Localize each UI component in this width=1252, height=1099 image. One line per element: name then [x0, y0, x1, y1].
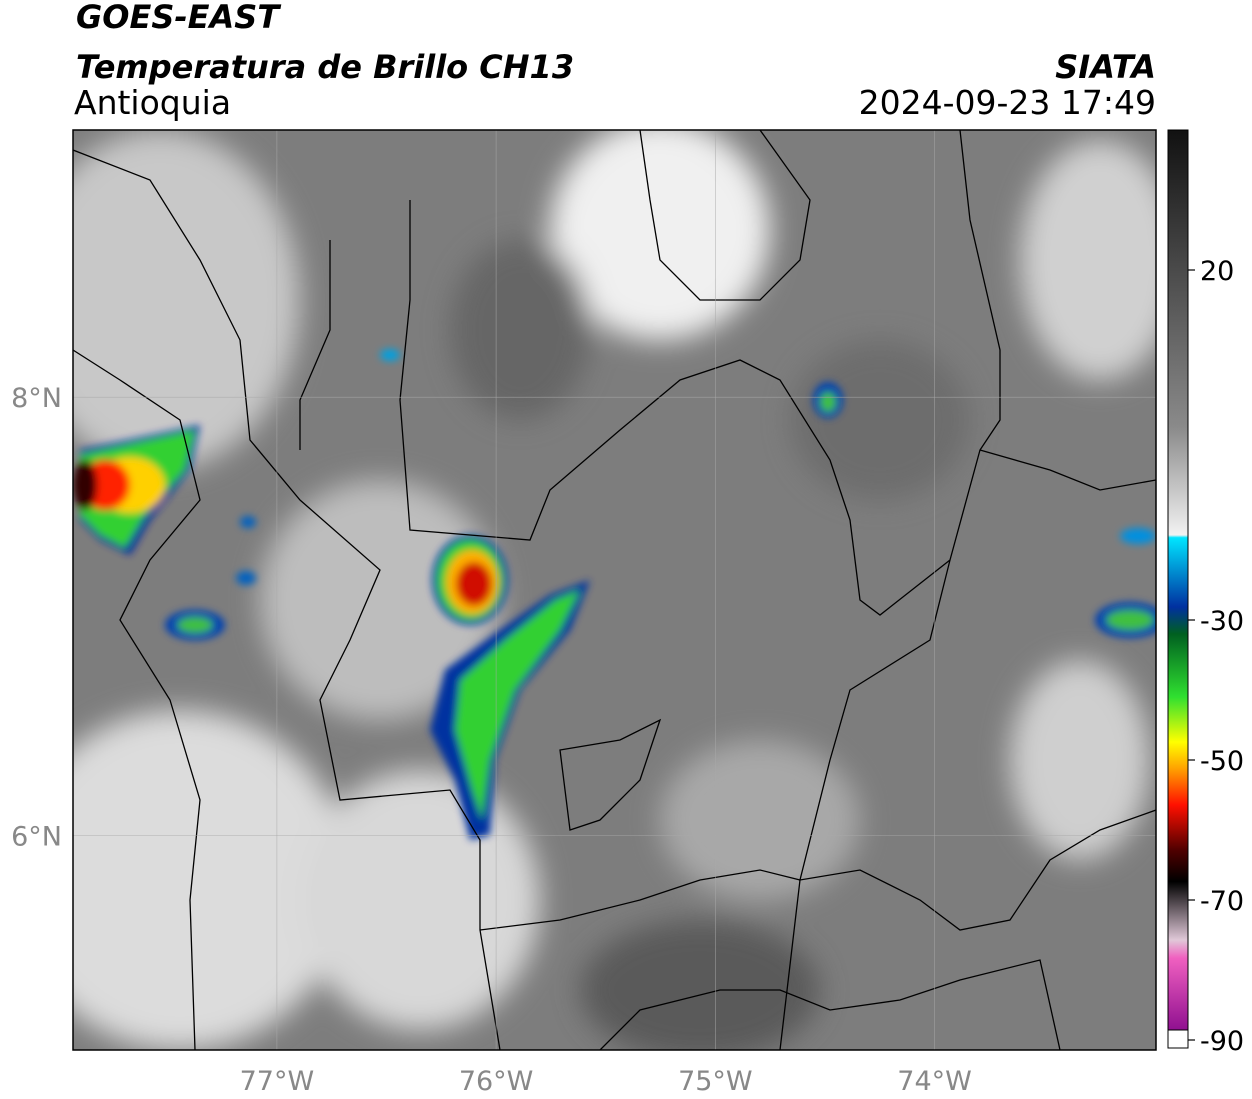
colorbar-tick-label: 20	[1200, 256, 1234, 287]
subtitle: Temperatura de Brillo CH13	[76, 48, 574, 86]
lon-tick-label: 77°W	[240, 1066, 315, 1097]
title: GOES-EAST	[76, 0, 281, 36]
colorbar	[1168, 130, 1188, 1030]
region: Antioquia	[74, 83, 231, 122]
satellite-image	[73, 130, 1156, 1050]
lat-tick-label: 8°N	[11, 383, 62, 414]
colorbar-frame	[1167, 129, 1189, 1049]
colorbar-tick-label: -50	[1200, 746, 1244, 777]
colorbar-tick-label: -30	[1200, 606, 1244, 637]
map-frame	[72, 129, 1157, 1051]
colorbar-tick-label: -90	[1200, 1026, 1244, 1057]
lon-tick-label: 76°W	[459, 1066, 534, 1097]
lat-tick-label: 6°N	[11, 821, 62, 852]
colorbar-tick-label: -70	[1200, 886, 1244, 917]
colorbar-under	[1167, 1029, 1189, 1049]
source: SIATA	[1055, 48, 1156, 86]
lon-tick-label: 75°W	[678, 1066, 753, 1097]
datetime: 2024-09-23 17:49	[859, 83, 1156, 122]
lon-tick-label: 74°W	[897, 1066, 972, 1097]
